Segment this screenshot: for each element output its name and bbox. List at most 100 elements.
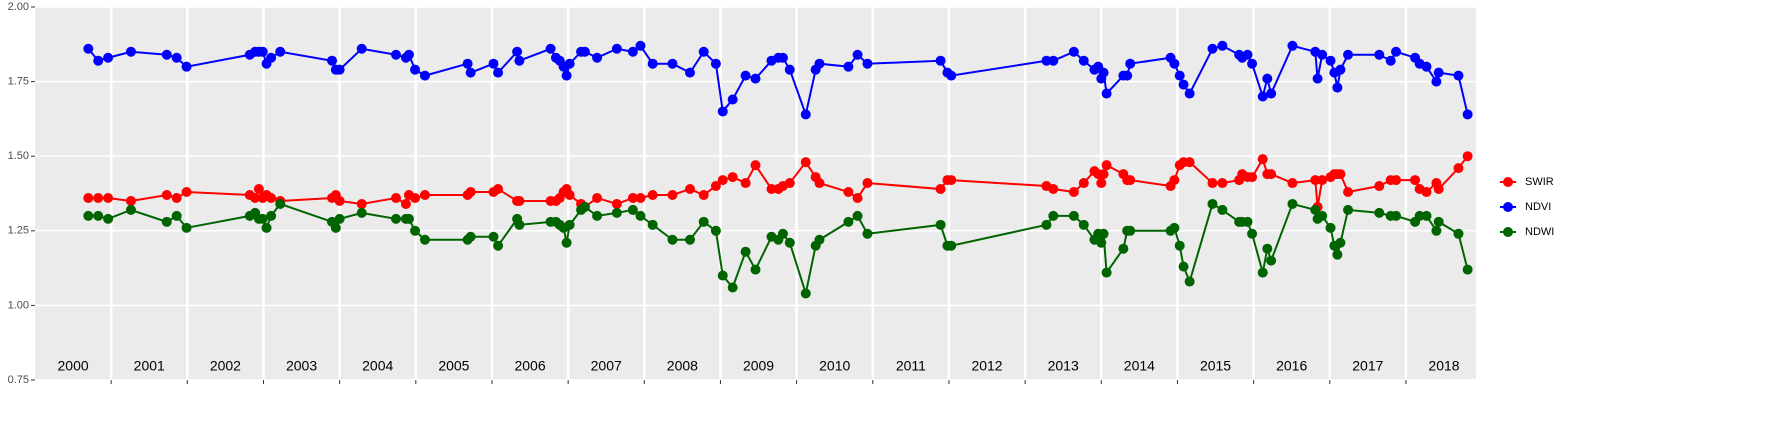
- x-tick-label: 2002: [210, 358, 241, 374]
- data-point: [946, 70, 957, 81]
- data-point: [1421, 210, 1432, 221]
- data-point: [356, 207, 367, 218]
- data-point: [1041, 219, 1052, 230]
- data-point: [1242, 49, 1253, 60]
- data-point: [814, 234, 825, 245]
- data-point: [611, 207, 622, 218]
- data-point: [83, 43, 94, 54]
- data-point: [1178, 261, 1189, 272]
- data-point: [667, 189, 678, 200]
- data-point: [1335, 237, 1346, 248]
- data-point: [410, 192, 421, 203]
- data-point: [1217, 178, 1228, 189]
- data-point: [1122, 70, 1133, 81]
- x-tick-label: 2017: [1352, 358, 1383, 374]
- y-tick-label: 1.25: [8, 225, 29, 237]
- data-point: [710, 225, 721, 236]
- data-point: [1174, 70, 1185, 81]
- data-point: [727, 94, 738, 105]
- data-point: [514, 219, 525, 230]
- data-point: [647, 219, 658, 230]
- data-point: [685, 67, 695, 78]
- data-point: [1096, 237, 1107, 248]
- data-point: [1078, 55, 1089, 66]
- data-point: [1433, 184, 1444, 195]
- data-point: [1262, 73, 1273, 84]
- data-point: [1125, 58, 1136, 69]
- data-point: [1247, 172, 1258, 183]
- data-point: [1169, 175, 1180, 186]
- data-point: [488, 58, 499, 69]
- x-tick-label: 2010: [819, 358, 850, 374]
- data-point: [334, 195, 345, 206]
- data-point: [1374, 207, 1385, 218]
- data-point: [1098, 169, 1109, 180]
- data-point: [514, 195, 525, 206]
- data-point: [330, 222, 341, 233]
- data-point: [1317, 49, 1328, 60]
- data-point: [1169, 222, 1180, 233]
- data-point: [935, 219, 946, 230]
- data-point: [698, 189, 709, 200]
- data-point: [564, 189, 575, 200]
- data-point: [1335, 64, 1346, 75]
- data-point: [171, 52, 182, 63]
- data-point: [512, 46, 523, 57]
- data-point: [465, 231, 476, 242]
- data-point: [561, 70, 572, 81]
- data-point: [1325, 55, 1336, 66]
- data-point: [1184, 88, 1195, 99]
- data-point: [1335, 169, 1346, 180]
- legend-dot: [1503, 177, 1513, 187]
- data-point: [784, 237, 795, 248]
- data-point: [1125, 175, 1136, 186]
- data-point: [1431, 76, 1442, 87]
- data-point: [852, 192, 863, 203]
- data-point: [1266, 88, 1277, 99]
- x-tick-label: 2016: [1276, 358, 1307, 374]
- data-point: [946, 240, 957, 251]
- x-tick-label: 2006: [514, 358, 545, 374]
- data-point: [356, 43, 367, 54]
- data-point: [935, 55, 946, 66]
- data-point: [400, 198, 411, 209]
- data-point: [843, 187, 854, 198]
- data-point: [727, 282, 738, 293]
- data-point: [257, 46, 268, 57]
- data-point: [777, 228, 788, 239]
- data-point: [717, 270, 728, 281]
- data-point: [592, 210, 603, 221]
- data-point: [161, 189, 172, 200]
- data-point: [1325, 222, 1336, 233]
- data-point: [946, 175, 957, 186]
- data-point: [1433, 216, 1444, 227]
- data-point: [561, 237, 572, 248]
- data-point: [814, 178, 825, 189]
- x-tick-label: 2014: [1124, 358, 1155, 374]
- panel: [35, 7, 1476, 380]
- data-point: [1431, 225, 1442, 236]
- x-tick-label: 2009: [743, 358, 774, 374]
- data-point: [1184, 157, 1195, 168]
- data-point: [800, 109, 811, 120]
- data-point: [717, 106, 728, 117]
- data-point: [800, 157, 811, 168]
- data-point: [740, 246, 751, 257]
- data-point: [627, 204, 638, 215]
- data-point: [181, 61, 192, 72]
- data-point: [1207, 43, 1218, 54]
- data-point: [1312, 73, 1323, 84]
- data-point: [843, 61, 854, 72]
- x-tick-label: 2005: [438, 358, 469, 374]
- data-point: [488, 231, 499, 242]
- data-point: [667, 234, 678, 245]
- x-tick-label: 2011: [896, 358, 926, 374]
- data-point: [493, 184, 504, 195]
- data-point: [419, 70, 430, 81]
- data-point: [1453, 228, 1464, 239]
- data-point: [1078, 219, 1089, 230]
- data-point: [1343, 204, 1354, 215]
- data-point: [410, 225, 421, 236]
- x-tick-label: 2008: [667, 358, 698, 374]
- data-point: [611, 198, 622, 209]
